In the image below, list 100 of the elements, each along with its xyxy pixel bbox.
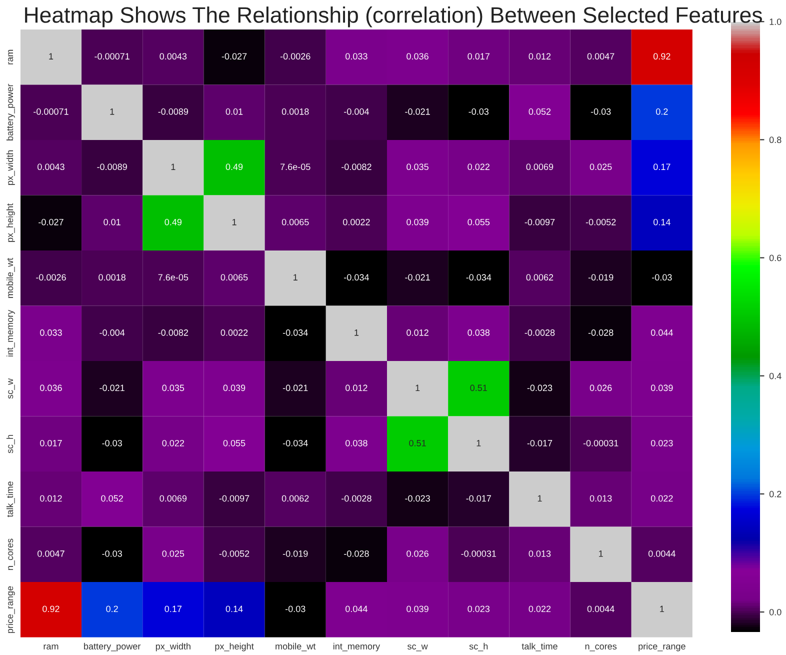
data-label: 0.14: [653, 218, 670, 226]
data-label: -0.03: [285, 606, 306, 612]
data-label: -0.034: [282, 440, 308, 446]
data-label: -0.03: [102, 550, 122, 557]
data-label: 0.17: [164, 606, 182, 612]
data-label: 0.035: [406, 164, 428, 170]
data-label: 0.044: [346, 606, 368, 612]
data-label: 0.0044: [648, 550, 676, 557]
data-label: -0.034: [344, 274, 369, 281]
data-label: 0.14: [226, 606, 243, 612]
data-label: -0.0089: [97, 164, 127, 170]
data-label: 0.044: [650, 329, 673, 336]
data-label: 0.022: [468, 164, 490, 170]
data-label: 0.0062: [282, 495, 309, 502]
data-label: -0.0026: [36, 274, 66, 281]
x-tick-label: n_cores: [585, 644, 617, 652]
y-tick-label: mobile_wt: [6, 258, 15, 298]
data-label: 0.012: [528, 53, 551, 60]
data-label: 0.022: [650, 495, 673, 502]
data-label: 1: [110, 108, 114, 115]
data-label: 0.022: [162, 440, 184, 446]
data-label: 0.038: [468, 329, 490, 336]
data-label: 0.013: [528, 550, 551, 557]
data-label: 0.052: [528, 108, 551, 115]
data-label: -0.0052: [219, 550, 250, 557]
x-tick-label: int_memory: [333, 642, 380, 652]
data-label: 0.012: [346, 384, 368, 392]
data-label: 0.0043: [38, 164, 64, 170]
data-label: -0.027: [38, 218, 64, 226]
data-label: 0.0043: [160, 53, 187, 60]
data-label: 0.0069: [526, 164, 554, 170]
data-label: 1: [232, 219, 236, 226]
data-label: -0.021: [405, 274, 430, 281]
data-label: 0.0044: [587, 606, 614, 612]
color-bar-label: 0.6: [769, 254, 782, 262]
data-label: 0.0062: [526, 274, 554, 281]
x-tick-label: sc_w: [408, 644, 428, 652]
y-tick-label: talk_time: [6, 482, 15, 518]
data-label: 0.01: [104, 218, 120, 226]
x-tick-label: price_range: [638, 642, 686, 652]
data-label: 0.023: [468, 606, 490, 612]
x-tick-label: battery_power: [84, 642, 141, 652]
data-label: 0.036: [40, 384, 62, 392]
data-label: 0.0047: [38, 550, 64, 557]
data-label: -0.019: [588, 274, 614, 281]
data-label: 0.0022: [220, 329, 248, 336]
data-label: 0.012: [406, 329, 428, 336]
y-tick-label: px_width: [6, 150, 15, 185]
data-label: -0.03: [102, 440, 122, 446]
data-label: 0.039: [406, 218, 428, 226]
data-label: 1: [538, 495, 542, 502]
data-label: -0.021: [100, 384, 124, 392]
data-label: 0.023: [650, 440, 673, 446]
x-tick-label: px_width: [156, 642, 190, 652]
data-label: -0.0028: [524, 329, 555, 336]
data-label: 0.039: [406, 606, 428, 612]
data-label: 0.055: [468, 218, 490, 226]
data-label: -0.00071: [34, 108, 68, 115]
data-label: 0.17: [653, 164, 670, 170]
data-label: 0.01: [226, 108, 243, 115]
color-bar-label: 1.0: [770, 18, 782, 25]
data-label: -0.0082: [158, 329, 188, 336]
data-label: 0.055: [223, 440, 246, 446]
data-label: -0.0097: [524, 218, 555, 226]
data-label: -0.0026: [280, 53, 310, 60]
data-label: 1: [49, 53, 54, 60]
data-label: 0.017: [40, 440, 62, 446]
data-label: -0.0089: [158, 108, 188, 115]
data-label: 0.0047: [587, 53, 614, 60]
data-label: -0.004: [100, 329, 125, 336]
data-label: 0.013: [590, 495, 612, 502]
data-label: -0.0052: [586, 218, 616, 226]
data-label: 0.0065: [220, 274, 248, 281]
data-label: -0.034: [282, 329, 308, 336]
data-label: 0.026: [406, 550, 428, 557]
data-label: -0.03: [652, 274, 672, 281]
x-tick-label: px_height: [215, 642, 254, 652]
data-label: 0.052: [101, 495, 123, 502]
data-label: -0.0097: [219, 495, 250, 502]
data-label: -0.021: [405, 108, 430, 115]
y-tick-label: battery_power: [6, 84, 15, 140]
data-label: -0.028: [588, 329, 614, 336]
data-label: 0.49: [226, 164, 243, 170]
y-tick-label: sc_w: [8, 378, 15, 399]
color-bar-label: 0.0: [769, 608, 782, 616]
data-label: 0.49: [164, 218, 182, 226]
chart-title: Heatmap Shows The Relationship (correlation) Between Selected Features: [25, 6, 762, 28]
data-label: -0.021: [282, 384, 308, 392]
data-label: 0.2: [656, 108, 668, 115]
data-label: 0.033: [40, 329, 62, 336]
data-label: 0.025: [590, 164, 612, 170]
data-label: -0.03: [590, 108, 611, 115]
data-label: 0.022: [528, 606, 551, 612]
data-label: -0.028: [344, 550, 369, 557]
data-label: 0.012: [40, 495, 62, 502]
data-label: 0.2: [106, 606, 118, 612]
data-label: 0.038: [346, 440, 368, 446]
data-label: -0.00031: [461, 550, 496, 557]
x-tick-label: sc_h: [469, 642, 488, 652]
data-label: 1: [171, 164, 176, 170]
